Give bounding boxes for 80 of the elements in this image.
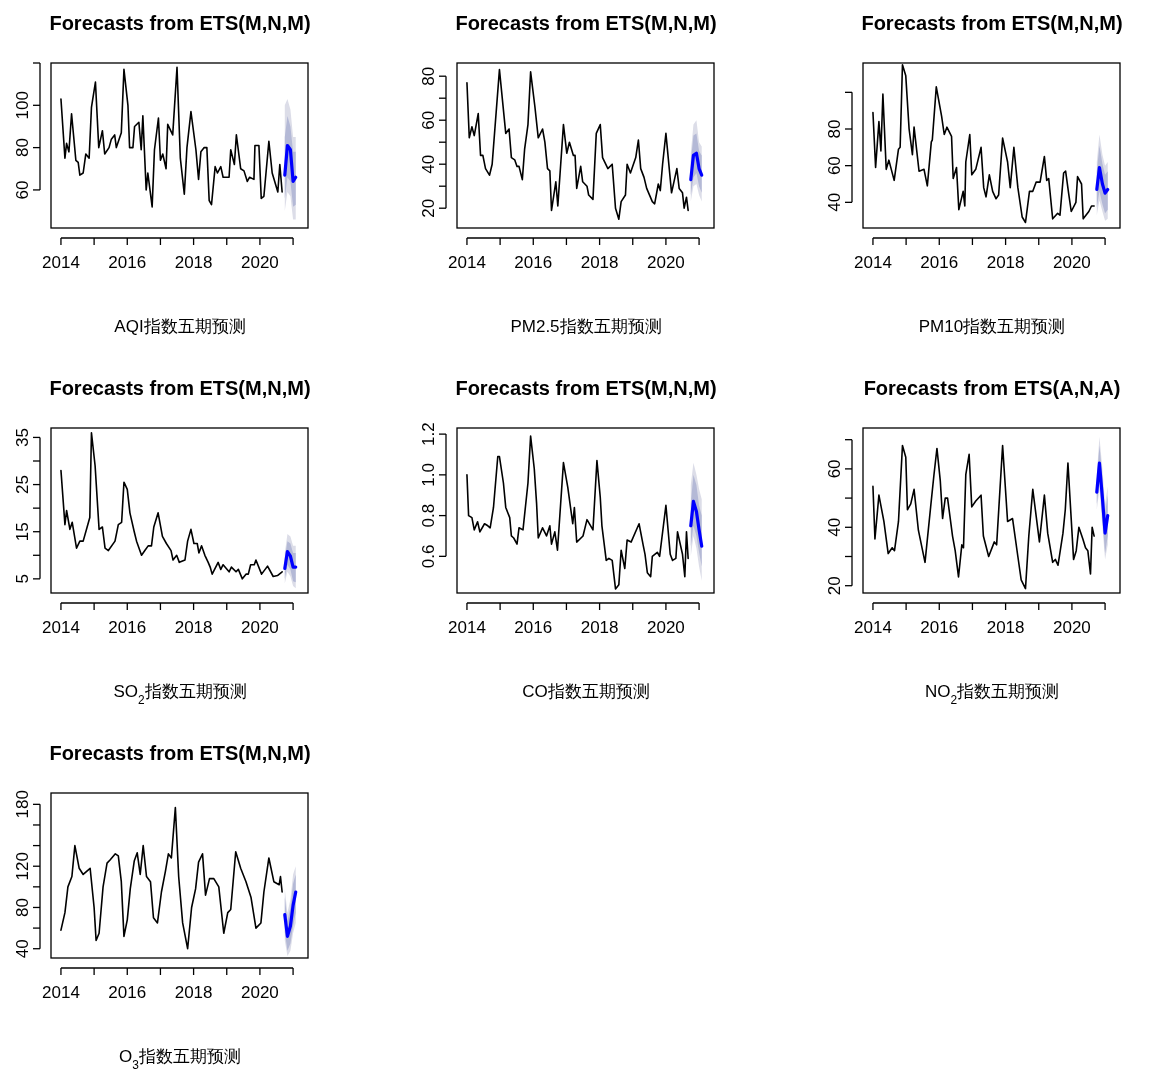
line-series	[1095, 165, 1110, 195]
y-tick-label: 60	[419, 110, 438, 130]
x-tick-label: 2020	[241, 618, 279, 637]
line-series	[689, 499, 704, 548]
y-tick-label: 120	[13, 852, 32, 881]
y-tick-label: 80	[419, 66, 438, 86]
x-tick-label: 2014	[448, 618, 486, 637]
y-tick-label: 0.8	[419, 503, 438, 528]
x-tick-label: 2016	[108, 618, 147, 637]
y-tick-label: 20	[419, 198, 438, 218]
x-tick-label: 2014	[448, 253, 486, 272]
y-tick-label: 180	[13, 790, 32, 819]
chart-title: Forecasts from ETS(M,N,M)	[455, 377, 717, 399]
y-tick-label: 60	[825, 156, 844, 176]
x-tick-label: 2016	[920, 253, 959, 272]
chart-title: Forecasts from ETS(M,N,M)	[49, 377, 311, 399]
line-series	[60, 66, 283, 208]
x-axis-title: AQI指数五期预测	[114, 317, 246, 336]
x-tick-label: 2016	[108, 253, 147, 272]
x-tick-label: 2014	[42, 983, 80, 1002]
y-tick-label: 80	[13, 898, 32, 917]
y-tick-label: 80	[13, 138, 32, 158]
x-tick-label: 2020	[1053, 618, 1091, 637]
line-series	[466, 68, 689, 220]
x-tick-label: 2020	[1053, 253, 1091, 272]
y-tick-label: 40	[419, 154, 438, 174]
x-axis-title: O$_{3}$指数五期预测	[119, 1047, 241, 1071]
x-tick-label: 2020	[241, 253, 279, 272]
line-series	[60, 431, 283, 580]
x-tick-label: 2018	[580, 253, 619, 272]
chart-title: Forecasts from ETS(M,N,M)	[861, 12, 1123, 34]
x-tick-label: 2018	[580, 618, 619, 637]
x-tick-label: 2016	[920, 618, 959, 637]
x-tick-label: 2018	[986, 618, 1025, 637]
y-tick-label: 5	[13, 574, 32, 584]
x-axis-title: PM2.5指数五期预测	[510, 317, 662, 336]
x-tick-label: 2018	[174, 253, 213, 272]
y-tick-label: 60	[13, 180, 32, 200]
x-tick-label: 2020	[647, 253, 685, 272]
y-tick-label: 35	[13, 427, 32, 447]
y-tick-label: 1.0	[419, 463, 438, 487]
x-tick-label: 2014	[42, 618, 80, 637]
x-axis-title: CO指数五期预测	[522, 682, 650, 701]
x-axis-title: PM10指数五期预测	[918, 317, 1066, 336]
y-tick-label: 40	[825, 192, 844, 212]
x-tick-label: 2016	[108, 983, 147, 1002]
x-tick-label: 2018	[174, 983, 213, 1002]
x-axis-title: SO$_{2}$指数五期预测	[113, 682, 247, 707]
line-series	[1095, 461, 1110, 535]
y-tick-label: 60	[825, 459, 844, 479]
x-axis-title: NO$_{2}$指数五期预测	[924, 682, 1060, 707]
y-tick-label: 0.6	[419, 544, 438, 569]
line-series	[283, 549, 298, 571]
x-tick-label: 2014	[854, 618, 892, 637]
y-tick-label: 100	[13, 91, 32, 120]
line-series	[283, 890, 298, 938]
y-tick-label: 25	[13, 475, 32, 495]
chart-title: Forecasts from ETS(M,N,M)	[49, 12, 311, 34]
x-tick-label: 2018	[986, 253, 1025, 272]
y-tick-label: 40	[825, 517, 844, 537]
x-tick-label: 2014	[854, 253, 892, 272]
y-tick-label: 80	[825, 119, 844, 139]
x-tick-label: 2016	[514, 253, 553, 272]
x-tick-label: 2020	[647, 618, 685, 637]
y-tick-label: 20	[825, 576, 844, 596]
y-tick-label: 40	[13, 939, 32, 959]
line-series	[466, 435, 689, 590]
chart-title: Forecasts from ETS(M,N,M)	[49, 742, 311, 764]
y-tick-label: 15	[13, 522, 32, 542]
line-series	[283, 143, 298, 184]
x-tick-label: 2014	[42, 253, 80, 272]
line-series	[689, 151, 704, 182]
y-tick-label: 1.2	[419, 422, 438, 446]
line-series	[872, 444, 1095, 590]
line-series	[60, 806, 283, 950]
x-tick-label: 2020	[241, 983, 279, 1002]
x-tick-label: 2016	[514, 618, 553, 637]
chart-title: Forecasts from ETS(M,N,M)	[455, 12, 717, 34]
x-tick-label: 2018	[174, 618, 213, 637]
chart-title: Forecasts from ETS(A,N,A)	[863, 377, 1121, 399]
